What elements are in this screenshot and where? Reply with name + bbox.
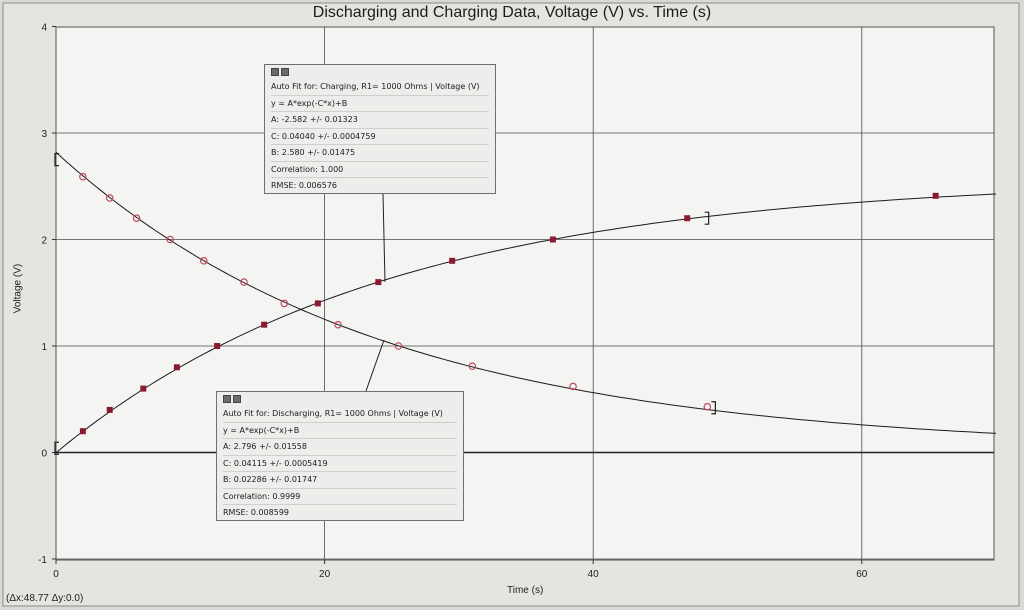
data-point-discharging bbox=[468, 362, 477, 371]
fit-line: RMSE: 0.006576 bbox=[271, 181, 338, 190]
options-icon[interactable] bbox=[281, 68, 289, 76]
plot-area bbox=[55, 26, 995, 561]
fit-line: Correlation: 0.9999 bbox=[223, 489, 457, 505]
fit-line: A: 2.796 +/- 0.01558 bbox=[223, 439, 457, 456]
y-tick-label: -1 bbox=[38, 555, 47, 566]
data-point-discharging bbox=[334, 320, 342, 329]
fit-line: Auto Fit for: Discharging, R1= 1000 Ohms… bbox=[223, 406, 457, 423]
data-point-discharging bbox=[394, 342, 403, 350]
data-point-discharging bbox=[166, 235, 174, 244]
leader-line bbox=[365, 339, 385, 392]
fit-line: y = A*exp(-C*x)+B bbox=[271, 96, 489, 112]
data-point-charging bbox=[375, 279, 382, 286]
x-axis-label: Time (s) bbox=[507, 585, 544, 596]
data-point-charging bbox=[140, 385, 147, 392]
range-bracket-left bbox=[54, 441, 59, 455]
fit-line: Correlation: 1.000 bbox=[271, 162, 489, 178]
y-axis-label: Voltage (V) bbox=[12, 263, 24, 314]
data-point-discharging bbox=[703, 402, 712, 411]
data-point-discharging bbox=[280, 299, 289, 308]
data-point-discharging bbox=[240, 278, 248, 286]
data-point-charging bbox=[684, 215, 691, 222]
data-point-discharging bbox=[132, 214, 141, 223]
data-point-charging bbox=[932, 192, 939, 199]
fit-line: B: 2.580 +/- 0.01475 bbox=[271, 145, 489, 162]
range-bracket-right bbox=[711, 401, 716, 415]
range-bracket-left bbox=[54, 153, 59, 167]
data-point-charging bbox=[261, 321, 268, 328]
y-tick-label: 3 bbox=[41, 129, 47, 140]
data-point-charging bbox=[173, 364, 180, 371]
x-tick-label: 60 bbox=[856, 569, 868, 580]
fit-curve-discharging bbox=[55, 151, 997, 434]
x-tick-label: 40 bbox=[588, 569, 600, 580]
fit-box-charging[interactable]: Auto Fit for: Charging, R1= 1000 Ohms | … bbox=[264, 64, 496, 194]
data-point-discharging bbox=[79, 172, 87, 181]
data-point-discharging bbox=[569, 382, 577, 391]
fit-line: RMSE: 0.008599 bbox=[223, 508, 290, 517]
fit-line: A: -2.582 +/- 0.01323 bbox=[271, 112, 489, 129]
fit-line: y = A*exp(-C*x)+B bbox=[223, 423, 457, 439]
y-tick-label: 0 bbox=[41, 449, 47, 460]
fit-line: C: 0.04040 +/- 0.0004759 bbox=[271, 129, 489, 145]
fit-box-controls bbox=[271, 68, 489, 76]
fit-box-discharging[interactable]: Auto Fit for: Discharging, R1= 1000 Ohms… bbox=[216, 391, 464, 521]
data-point-discharging bbox=[105, 194, 114, 202]
x-tick-label: 20 bbox=[319, 569, 331, 580]
chart-title: Discharging and Charging Data, Voltage (… bbox=[312, 4, 712, 21]
fit-line: B: 0.02286 +/- 0.01747 bbox=[223, 472, 457, 489]
fit-curve-charging bbox=[55, 193, 997, 454]
y-tick-label: 2 bbox=[41, 236, 47, 247]
fit-line: C: 0.04115 +/- 0.0005419 bbox=[223, 456, 457, 472]
delta-readout: (Δx:48.77 Δy:0.0) bbox=[6, 593, 84, 604]
data-point-charging bbox=[449, 257, 456, 264]
data-point-charging bbox=[549, 236, 556, 243]
data-point-charging bbox=[214, 343, 221, 349]
y-tick-label: 1 bbox=[41, 342, 47, 353]
leader-line bbox=[382, 193, 386, 283]
data-point-charging bbox=[106, 406, 113, 413]
fit-box-controls bbox=[223, 395, 457, 403]
options-icon[interactable] bbox=[233, 395, 241, 403]
fit-line: Auto Fit for: Charging, R1= 1000 Ohms | … bbox=[271, 79, 489, 96]
range-bracket-right bbox=[704, 211, 710, 225]
x-tick-label: 0 bbox=[53, 569, 59, 580]
data-point-charging bbox=[314, 300, 321, 307]
close-icon[interactable] bbox=[271, 68, 279, 76]
data-point-charging bbox=[79, 428, 86, 435]
close-icon[interactable] bbox=[223, 395, 231, 403]
data-point-discharging bbox=[199, 256, 208, 265]
y-tick-label: 4 bbox=[41, 23, 47, 34]
